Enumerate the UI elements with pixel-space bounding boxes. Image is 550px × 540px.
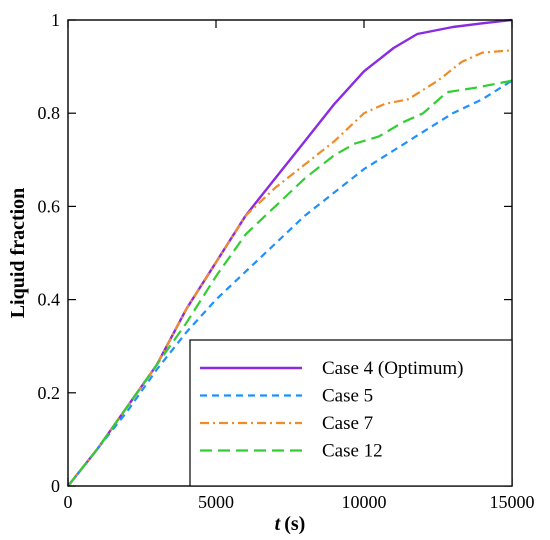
legend-items: Case 4 (Optimum) Case 5 Case 7 Case 12 <box>200 358 463 462</box>
x-tick-label: 15000 <box>490 492 535 512</box>
x-tick-label: 10000 <box>342 492 387 512</box>
x-axis-title: t (s) <box>275 513 306 535</box>
series-line-2 <box>67 79 513 487</box>
x-axis-title-variable: t <box>275 513 282 535</box>
series-layer <box>67 18 513 487</box>
y-tick-label: 0.6 <box>38 196 61 216</box>
series-line-4 <box>67 79 513 487</box>
y-axis-title: Liquid fraction <box>7 188 29 319</box>
legend-label-1: Case 4 (Optimum) <box>322 358 463 379</box>
y-tick-label: 0.2 <box>38 383 61 403</box>
y-tick-label: 1 <box>51 10 60 30</box>
y-tick-label: 0 <box>51 476 60 496</box>
legend: Case 4 (Optimum) Case 5 Case 7 Case 12 <box>189 339 513 487</box>
x-tick-label: 5000 <box>198 492 234 512</box>
x-tick-label: 0 <box>64 492 73 512</box>
series-line-1 <box>67 18 513 487</box>
y-tick-label: 0.4 <box>38 290 61 310</box>
legend-label-4: Case 12 <box>322 441 383 462</box>
legend-box <box>189 339 513 487</box>
y-tick-label: 0.8 <box>38 103 61 123</box>
legend-label-3: Case 7 <box>322 413 373 434</box>
x-axis-title-unit: (s) <box>284 513 305 535</box>
tick-layer: 0 5000 10000 15000 0 0.2 0.4 0.6 0.8 1 <box>38 10 535 512</box>
legend-label-2: Case 5 <box>322 386 373 407</box>
